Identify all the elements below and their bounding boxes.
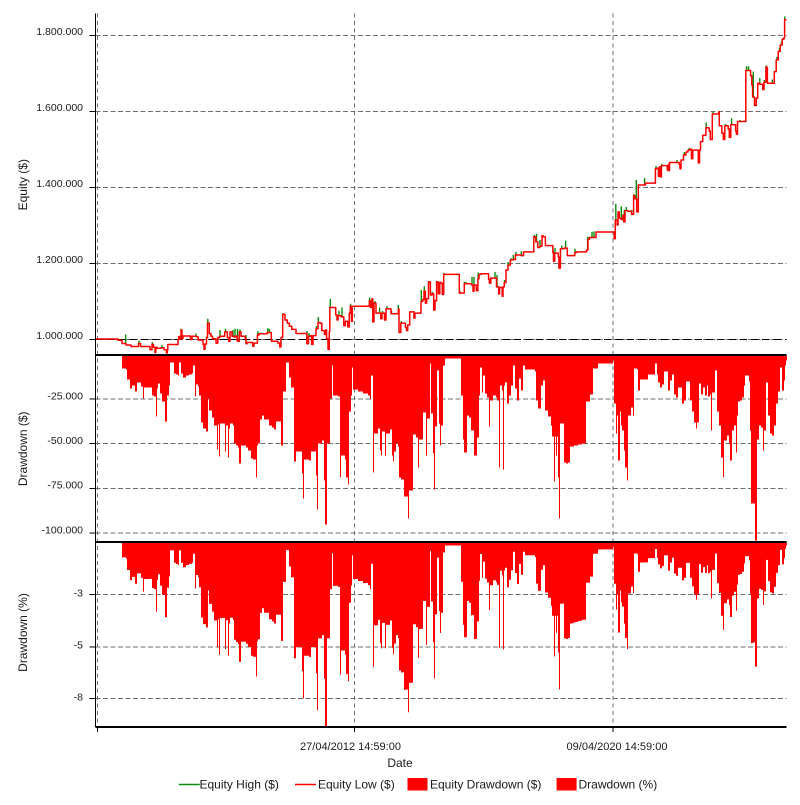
svg-text:-5: -5 xyxy=(74,640,83,652)
svg-text:-100.000: -100.000 xyxy=(42,524,84,536)
svg-text:Equity Drawdown ($): Equity Drawdown ($) xyxy=(430,778,541,792)
svg-text:27/04/2012 14:59:00: 27/04/2012 14:59:00 xyxy=(300,741,401,753)
svg-text:-75.000: -75.000 xyxy=(47,480,83,492)
svg-text:09/04/2020 14:59:00: 09/04/2020 14:59:00 xyxy=(567,741,668,753)
svg-text:1.000.000: 1.000.000 xyxy=(36,330,83,342)
svg-text:-25.000: -25.000 xyxy=(47,390,83,402)
svg-text:1.200.000: 1.200.000 xyxy=(36,254,83,266)
svg-text:Drawdown (%): Drawdown (%) xyxy=(16,593,30,672)
svg-text:Equity Low ($): Equity Low ($) xyxy=(318,778,395,792)
svg-text:1.600.000: 1.600.000 xyxy=(36,102,83,114)
svg-text:Date: Date xyxy=(387,756,413,770)
svg-text:Equity High ($): Equity High ($) xyxy=(200,778,279,792)
svg-text:Drawdown (%): Drawdown (%) xyxy=(579,778,658,792)
svg-text:1.400.000: 1.400.000 xyxy=(36,178,83,190)
svg-text:-50.000: -50.000 xyxy=(47,435,83,447)
svg-text:1.800.000: 1.800.000 xyxy=(36,26,83,38)
svg-text:-8: -8 xyxy=(74,691,83,703)
svg-text:Drawdown ($): Drawdown ($) xyxy=(16,411,30,486)
svg-text:Equity ($): Equity ($) xyxy=(16,159,30,210)
svg-text:-3: -3 xyxy=(74,587,83,599)
